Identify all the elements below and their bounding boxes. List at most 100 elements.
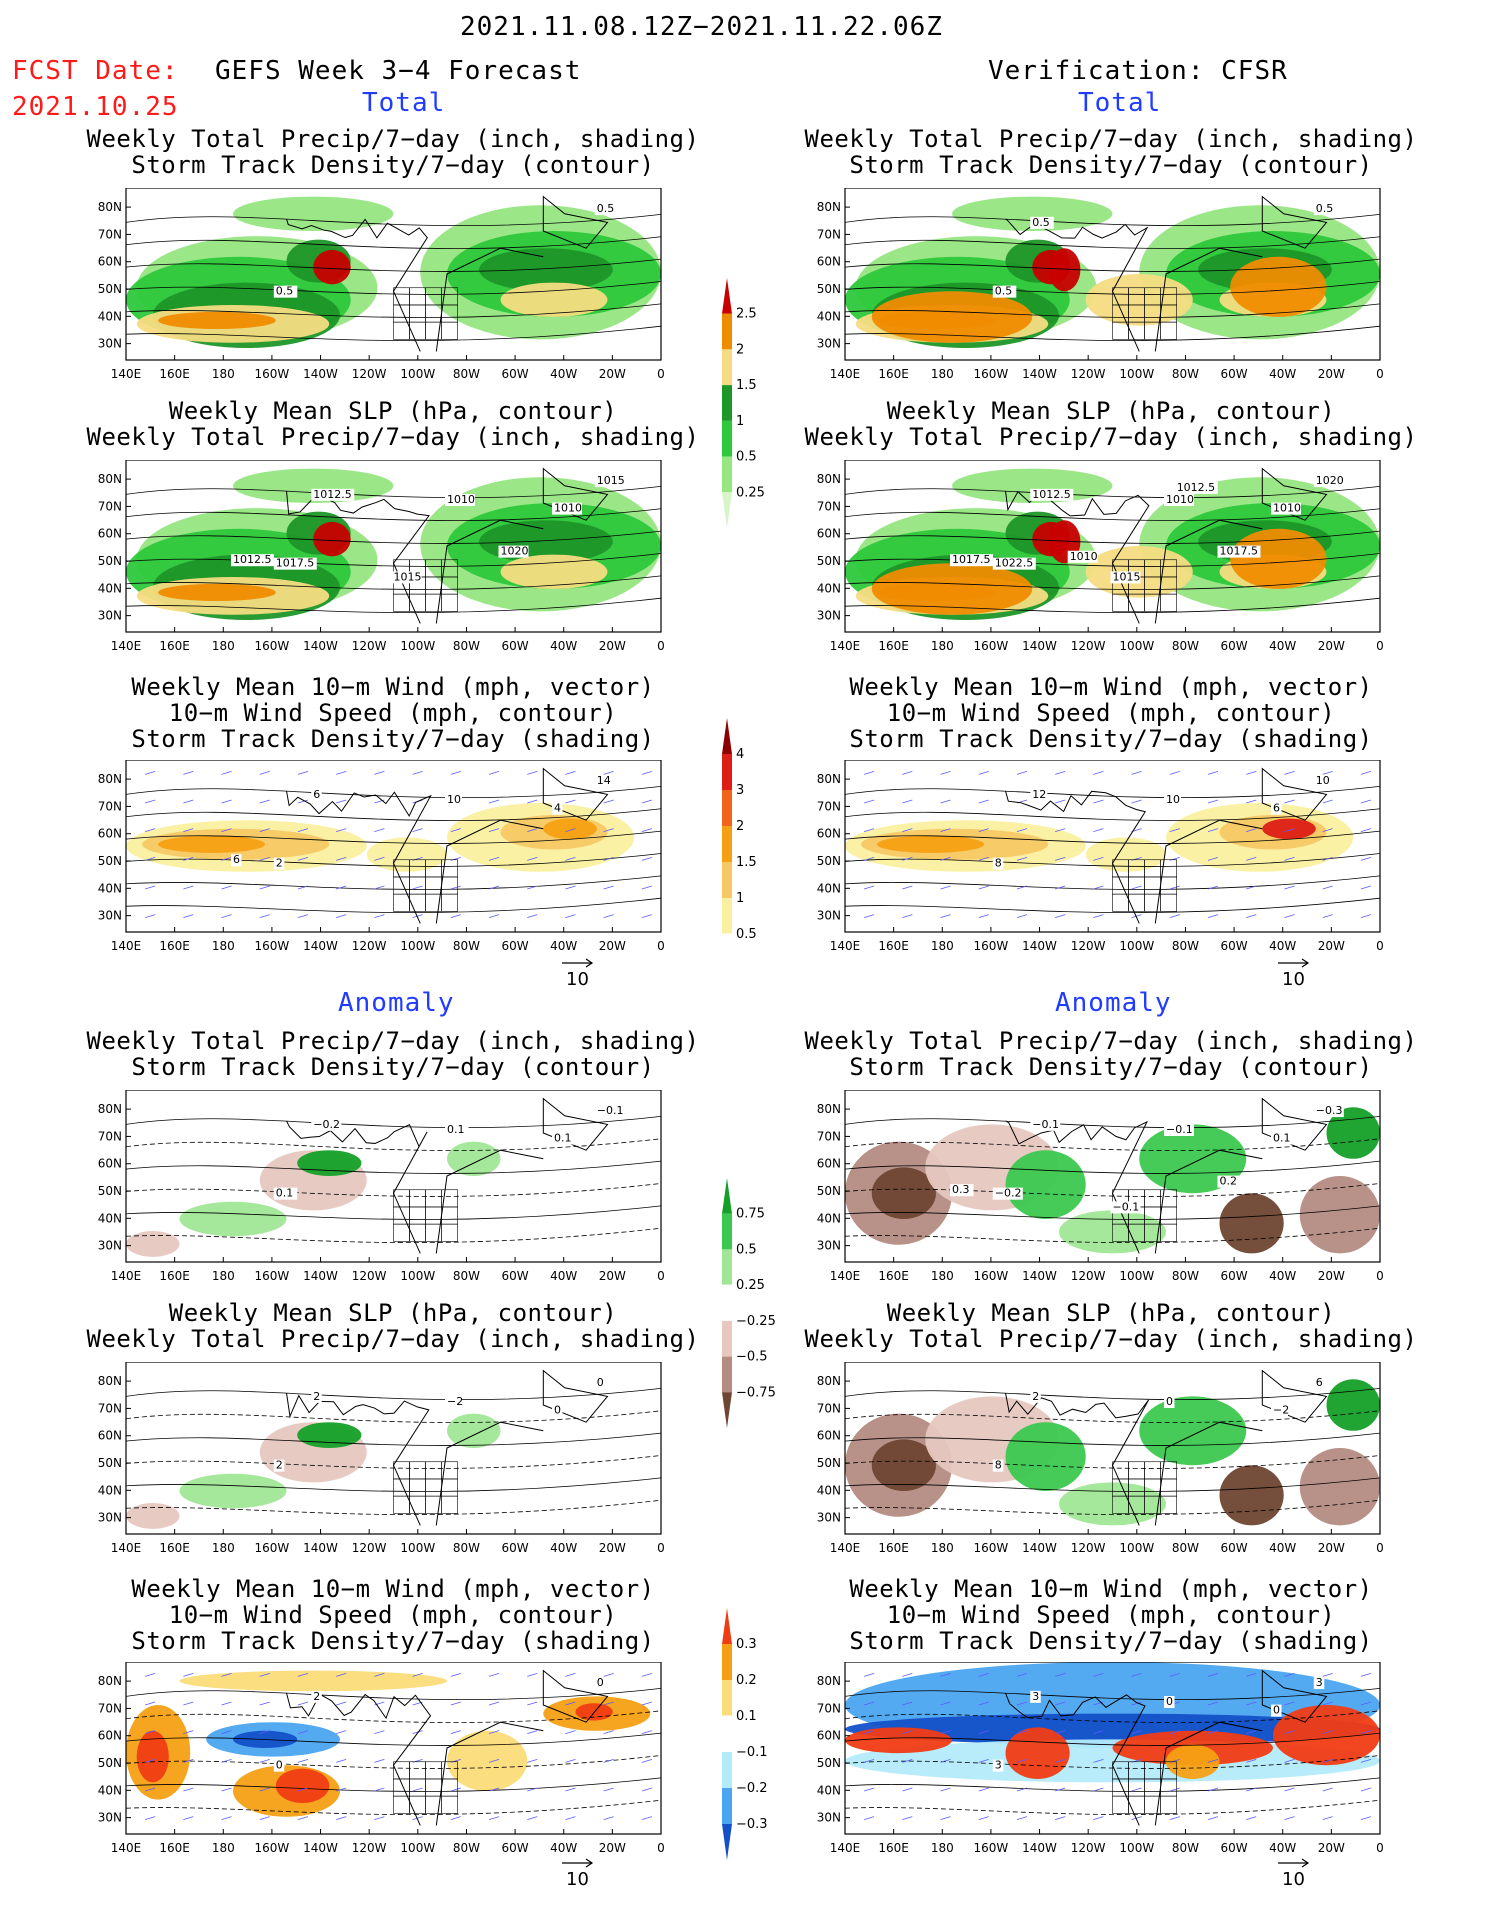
f_slp_total-map: 1017.5 1015 1012.5 1010 1010 1012.5 1015 1020 80… (86, 459, 681, 670)
f_wind_total-vector (221, 914, 232, 919)
lon-label: 60W (1221, 939, 1248, 953)
f_precip_anom-contour-5 (126, 1227, 661, 1243)
f_wind_anom-vector (565, 1816, 576, 1821)
f_wind_anom-vector (374, 1758, 385, 1763)
v_wind_total-vector (1246, 799, 1257, 804)
v_wind_total-vector (1016, 885, 1028, 890)
lon-label: 40W (550, 367, 577, 381)
v_wind_anom-vector (902, 1816, 913, 1821)
anom_precip-swatch-5 (722, 1356, 732, 1393)
v_wind_total-contour-0 (845, 786, 1380, 798)
lon-label: 180 (212, 939, 235, 953)
f_precip_anom-contour-4 (126, 1205, 661, 1220)
f_wind_total-vector (565, 885, 576, 890)
f_wind_anom-contour-5 (126, 1799, 661, 1815)
v_wind_anom-vector (1131, 1730, 1142, 1735)
f_wind_anom-vector (527, 1672, 538, 1677)
f_wind_total-contour-label: 6 (233, 853, 240, 866)
f_wind_total-vector (297, 770, 309, 775)
v_wind_anom-title-line-2: 10−m Wind Speed (mph, contour) (886, 1601, 1336, 1629)
f_wind_anom-title-line-1: Weekly Mean 10−m Wind (mph, vector) (131, 1575, 655, 1603)
lat-label: 80N (817, 1102, 841, 1116)
lon-label: 0 (657, 939, 665, 953)
f_wind_anom-vector (297, 1787, 309, 1792)
f_precip_total-contour-0 (126, 214, 661, 226)
lon-label: 140E (111, 1541, 142, 1555)
f_wind_anom-shade-2 (179, 1670, 447, 1692)
v_slp_total-contour-label: 1022.5 (995, 557, 1034, 570)
v_wind_anom-vector (1131, 1701, 1142, 1706)
lon-label: 20W (1318, 1269, 1345, 1283)
v_precip_anom-contour-2 (845, 1160, 1380, 1174)
vector-ref-2: 10 (562, 1858, 594, 1890)
lat-label: 50N (817, 554, 841, 568)
f_wind_total-vector (259, 914, 270, 919)
v_slp_total-contour-label: 1010 (1070, 550, 1098, 563)
v_wind_anom-vector (1131, 1816, 1142, 1821)
v_wind_anom-contour-label: 3 (1032, 1690, 1039, 1703)
f_wind_anom-vector (221, 1701, 232, 1706)
v_precip_anom-shade-1 (871, 1167, 936, 1219)
lon-label: 140E (830, 939, 861, 953)
v_wind_total-vector (1093, 885, 1104, 890)
v_wind_anom-vector (1131, 1672, 1142, 1677)
lon-label: 140W (1022, 367, 1057, 381)
v_wind_anom-vector (1016, 1787, 1028, 1792)
lon-label: 140E (830, 367, 861, 381)
f_wind_anom-vector (488, 1787, 500, 1792)
v_precip_anom-contour-label: −0.1 (1166, 1123, 1193, 1136)
v_wind_total-vector (863, 914, 875, 919)
f_wind_total-vector (603, 914, 614, 919)
v_wind_total-vector (1360, 856, 1372, 861)
lat-label: 30N (98, 1811, 122, 1825)
f_wind_anom-vector (412, 1816, 423, 1821)
lon-label: 120W (1071, 1541, 1106, 1555)
v_wind_anom-vector (1093, 1730, 1104, 1735)
vector-ref-3: 10 (1278, 1858, 1310, 1890)
v_wind_anom-vector (1169, 1672, 1180, 1677)
lon-label: 80W (453, 639, 480, 653)
lon-label: 120W (352, 639, 387, 653)
f_wind_anom-vector (527, 1730, 538, 1735)
f_wind_total-vector (336, 885, 347, 890)
v_wind_total-vector (1093, 828, 1104, 833)
f_precip_total-contour-2 (126, 258, 661, 272)
anom_storm-swatch-1 (722, 1644, 732, 1680)
v_wind_anom-vector (863, 1701, 875, 1706)
lat-label: 50N (817, 1756, 841, 1770)
f_wind_anom-vector (297, 1672, 309, 1677)
f_precip_anom-title-line-2: Storm Track Density/7−day (contour) (131, 1053, 655, 1081)
f_wind_total-vector (374, 856, 385, 861)
f_wind_anom-vector (336, 1816, 347, 1821)
v_wind_total-vector (1207, 770, 1219, 775)
total_precip-swatch-2 (722, 349, 732, 386)
lat-label: 30N (98, 337, 122, 351)
f_precip_anom-state-border (441, 1223, 458, 1242)
v_slp_anom-contour-label: 8 (995, 1459, 1002, 1472)
lon-label: 100W (1119, 939, 1154, 953)
v_wind_anom-vector (940, 1701, 951, 1706)
f_precip_total-contour-1 (126, 236, 661, 249)
v_wind_anom-vector (1055, 1672, 1066, 1677)
f_wind_anom-coastline-0 (286, 1692, 432, 1826)
lon-label: 0 (1376, 367, 1384, 381)
f_wind_total-vector (488, 914, 500, 919)
f_wind_anom-vector (527, 1816, 538, 1821)
f_wind_total-vector (450, 885, 461, 890)
f_slp_anom-contour-label: 0 (597, 1376, 604, 1389)
f_wind_total-vector (336, 799, 347, 804)
f_wind_anom-shade-6 (275, 1768, 330, 1804)
v_wind_anom-vector (1360, 1701, 1372, 1706)
total_storm-label-3: 1.5 (736, 855, 757, 870)
f_wind_total-vector (221, 885, 232, 890)
v_wind_total-vector (978, 856, 989, 861)
v_slp_total-contour-4 (845, 575, 1380, 590)
f_wind_anom-shade-1 (136, 1730, 169, 1783)
v_wind_total-vector (1284, 856, 1295, 861)
f_precip_total-state-border (441, 321, 458, 340)
v_wind_total-vector (1055, 885, 1066, 890)
f_wind_total-vector (183, 828, 194, 833)
lon-label: 80W (1172, 1541, 1199, 1555)
lon-label: 80W (453, 1841, 480, 1855)
v_wind_anom-vector (978, 1758, 989, 1763)
